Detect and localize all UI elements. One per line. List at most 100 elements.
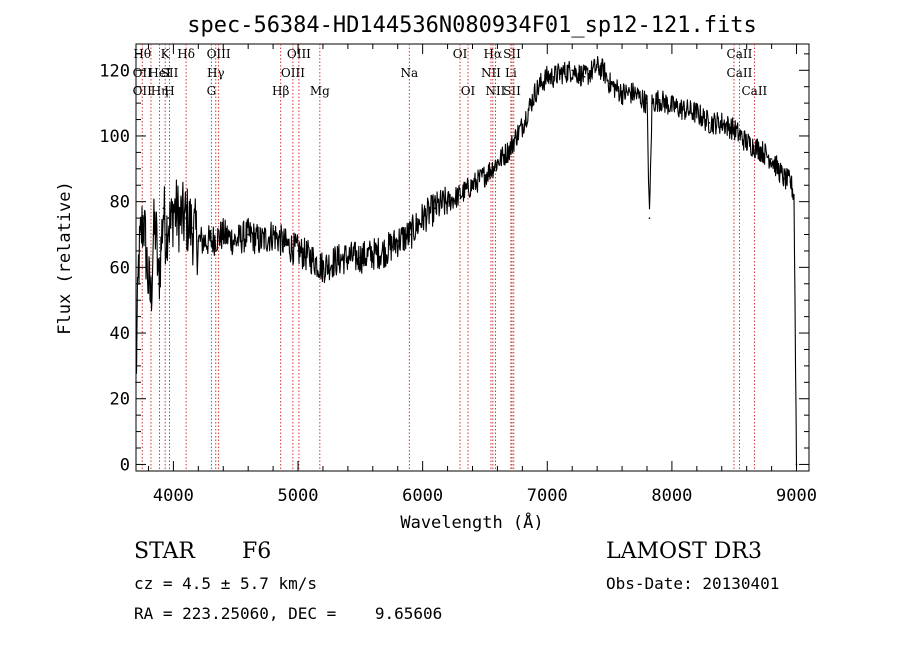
x-axis-label: Wavelength (Å) xyxy=(400,511,543,533)
y-tick-label: 80 xyxy=(110,193,130,213)
spectrum-point xyxy=(140,233,142,236)
spectrum-point xyxy=(484,174,486,177)
spectrum-point xyxy=(596,66,598,68)
spectrum-point xyxy=(648,217,651,219)
x-tick-label: 6000 xyxy=(402,486,443,506)
spectrum-point xyxy=(583,76,586,78)
spectrum-point xyxy=(571,69,573,72)
x-tick-label: 9000 xyxy=(776,486,817,506)
spectrum-point xyxy=(359,256,362,259)
y-tick-label: 20 xyxy=(110,390,130,410)
spectrum-point xyxy=(783,177,785,180)
spectrum-point xyxy=(259,240,262,242)
line-marker-label: CaII xyxy=(727,66,753,80)
line-marker-label: K xyxy=(161,47,171,61)
spectrum-point xyxy=(733,128,735,131)
spectrum-point xyxy=(162,207,165,209)
spectrum-point xyxy=(234,240,237,242)
spectrum-point xyxy=(777,168,779,170)
line-marker-label: CaII xyxy=(741,84,767,98)
spectrum-point xyxy=(197,240,200,242)
spectrum-point xyxy=(758,148,760,150)
spectrum-point xyxy=(170,227,172,229)
spectrum-point xyxy=(135,381,137,384)
spectrum-series xyxy=(135,56,798,469)
x-tick-label: 7000 xyxy=(527,486,568,506)
line-marker-label: Hη xyxy=(151,84,169,98)
spectrum-point xyxy=(284,243,287,246)
spectrum-point xyxy=(658,99,661,101)
y-tick-label: 0 xyxy=(120,455,130,475)
spectrum-point xyxy=(708,122,711,124)
spectrum-point xyxy=(552,76,555,78)
redshift-text: cz = 4.5 ± 5.7 km/s xyxy=(134,574,318,593)
line-marker-label: Na xyxy=(400,66,418,80)
spectrum-line xyxy=(135,56,798,469)
axis-ticks: 4000 5000 6000 7000 8000 9000 0 20 40 60 80 100 120 xyxy=(99,44,817,506)
line-marker-label: OIII xyxy=(287,47,311,61)
spectrum-point xyxy=(683,108,686,111)
line-marker-label: G xyxy=(207,84,217,98)
spectrum-point xyxy=(434,207,436,209)
spectrum-point xyxy=(671,105,673,108)
spectrum-point xyxy=(651,102,653,104)
line-marker-label: NII xyxy=(481,66,501,80)
spectrum-point xyxy=(185,217,187,219)
y-axis-label: Flux (relative) xyxy=(55,181,75,335)
spectrum-point xyxy=(546,76,549,78)
spectrum-point xyxy=(372,253,374,255)
spectrum-point xyxy=(322,266,324,269)
spectrum-point xyxy=(165,233,167,236)
line-marker-label: Hα xyxy=(484,47,503,61)
spectrum-point xyxy=(147,283,150,285)
spectrum-point xyxy=(471,184,474,186)
line-marker-label: OII xyxy=(133,84,153,98)
spectrum-point xyxy=(721,122,723,124)
spectrum-point xyxy=(621,92,623,95)
spectrum-point xyxy=(222,233,224,236)
line-marker-label: Hθ xyxy=(133,47,151,61)
spectrum-point xyxy=(646,102,648,104)
line-marker-label: NII xyxy=(485,84,505,98)
spectrum-point xyxy=(540,82,542,85)
spectrum-point xyxy=(633,92,636,95)
y-tick-label: 100 xyxy=(99,127,130,147)
spectrum-point xyxy=(191,227,193,229)
line-marker-label: SII xyxy=(503,84,521,98)
line-marker-label: Hδ xyxy=(177,47,195,61)
spectrum-point xyxy=(247,233,249,236)
spectrum-point xyxy=(309,256,312,259)
spectrum-point xyxy=(795,463,798,466)
plot-frame xyxy=(135,43,810,472)
spectrum-point xyxy=(446,200,449,203)
spectrum-point xyxy=(210,240,212,242)
spectrum-point xyxy=(297,250,299,252)
line-marker-label: OIII xyxy=(281,66,305,80)
spectrum-point xyxy=(142,217,145,219)
line-marker-label: OI xyxy=(461,84,476,98)
spectrum-point xyxy=(347,256,349,259)
observation-date: Obs-Date: 20130401 xyxy=(606,574,780,593)
line-marker-label: CaII xyxy=(727,47,753,61)
y-tick-label: 40 xyxy=(110,324,130,344)
x-tick-label: 5000 xyxy=(278,486,319,506)
x-tick-label: 8000 xyxy=(651,486,692,506)
spectrum-point xyxy=(172,207,175,209)
line-marker-label: Hγ xyxy=(207,66,225,80)
spectrum-point xyxy=(145,250,147,252)
spectrum-point xyxy=(396,240,399,242)
spectrum-point xyxy=(334,260,337,262)
line-marker-label: SII xyxy=(161,66,179,80)
spectrum-point xyxy=(421,217,424,219)
x-tick-label: 4000 xyxy=(153,486,194,506)
spectrum-point xyxy=(745,141,748,144)
line-marker-label: Li xyxy=(505,66,517,80)
spectrum-point xyxy=(157,283,160,285)
spectrum-point xyxy=(608,82,611,85)
spectrum-point xyxy=(137,266,140,269)
object-class: STAR xyxy=(134,539,195,564)
line-marker-label: Hβ xyxy=(272,84,289,98)
survey-name: LAMOST DR3 xyxy=(606,539,762,564)
spectrum-point xyxy=(696,112,698,114)
line-marker-label: OI xyxy=(453,47,468,61)
